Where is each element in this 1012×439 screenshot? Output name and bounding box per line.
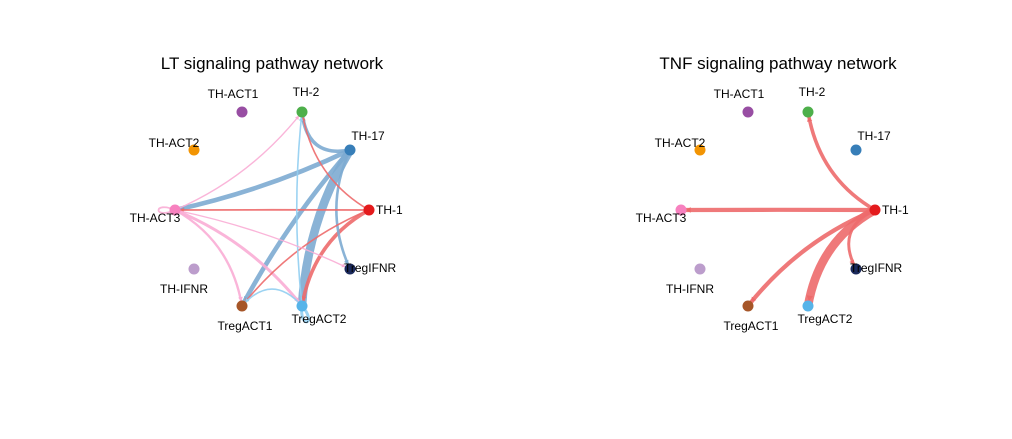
node-label-th-act2: TH-ACT2 bbox=[149, 136, 200, 150]
edge-arrowhead bbox=[341, 263, 346, 268]
edge-th-act3-to-tregifnr bbox=[174, 209, 351, 270]
node-label-th-act3: TH-ACT3 bbox=[636, 211, 687, 225]
node-th-ifnr bbox=[694, 263, 706, 275]
node-label-th-1: TH-1 bbox=[376, 203, 403, 217]
edge-th-17-to-th-act3 bbox=[172, 147, 353, 213]
edge-th-act3-to-tregact1 bbox=[173, 208, 244, 308]
edge-arrowhead bbox=[298, 116, 304, 121]
node-th-1 bbox=[363, 204, 375, 216]
edge-arrowhead bbox=[806, 116, 813, 122]
node-tregact2 bbox=[802, 300, 814, 312]
node-tregifnr bbox=[344, 263, 356, 275]
edge-tregact2-to-tregact2 bbox=[300, 304, 310, 324]
edge-arrowhead bbox=[849, 259, 854, 265]
node-label-th-act1: TH-ACT1 bbox=[714, 87, 765, 101]
panel-lt-network: LT signaling pathway network TH-ACT1 TH-2… bbox=[130, 54, 403, 333]
node-th-act3 bbox=[169, 204, 181, 216]
node-tregact1 bbox=[236, 300, 248, 312]
edge-arrowhead bbox=[300, 296, 307, 302]
edge-arrowhead bbox=[751, 296, 757, 303]
panel-title: LT signaling pathway network bbox=[161, 54, 384, 73]
edge-th-1-to-tregact1 bbox=[745, 207, 878, 309]
node-label-th-act3: TH-ACT3 bbox=[130, 211, 181, 225]
edge-arrowhead bbox=[806, 295, 813, 302]
node-label-th-ifnr: TH-IFNR bbox=[160, 282, 208, 296]
node-layer: TH-ACT1 TH-2 TH-ACT2 TH-17 TH-ACT3 TH-1 TregIF… bbox=[636, 85, 909, 333]
edge-th-act3-to-th-act3 bbox=[157, 206, 176, 214]
node-label-tregact1: TregACT1 bbox=[218, 319, 273, 333]
node-th-2 bbox=[296, 106, 308, 118]
node-th-act1 bbox=[742, 106, 754, 118]
node-layer: TH-ACT1 TH-2 TH-ACT2 TH-17 TH-ACT3 TH-1 TregIF… bbox=[130, 85, 403, 333]
edge-th-1-to-tregact1 bbox=[241, 209, 370, 307]
node-label-th-ifnr: TH-IFNR bbox=[666, 282, 714, 296]
node-tregifnr bbox=[850, 263, 862, 275]
node-th-1 bbox=[869, 204, 881, 216]
node-label-tregact2: TregACT2 bbox=[292, 312, 347, 326]
node-th-act2 bbox=[188, 144, 200, 156]
edge-th-1-to-th-2 bbox=[806, 110, 877, 212]
node-th-17 bbox=[344, 144, 356, 156]
node-label-th-17: TH-17 bbox=[857, 129, 891, 143]
node-th-act1 bbox=[236, 106, 248, 118]
edge-layer bbox=[678, 110, 880, 311]
edge-th-1-to-tregact2 bbox=[300, 208, 371, 308]
edge-th-act3-to-tregact2 bbox=[173, 208, 304, 308]
edge-arrowhead bbox=[685, 207, 691, 213]
node-label-tregifnr: TregIFNR bbox=[850, 261, 903, 275]
edge-layer bbox=[157, 110, 371, 324]
node-label-th-17: TH-17 bbox=[351, 129, 385, 143]
node-th-17 bbox=[850, 144, 862, 156]
node-label-th-1: TH-1 bbox=[882, 203, 909, 217]
node-tregact2 bbox=[296, 300, 308, 312]
node-label-th-2: TH-2 bbox=[293, 85, 320, 99]
edge-th-17-to-tregact1 bbox=[239, 147, 353, 309]
node-label-tregifnr: TregIFNR bbox=[344, 261, 397, 275]
node-th-2 bbox=[802, 106, 814, 118]
node-th-act3 bbox=[675, 204, 687, 216]
node-label-th-2: TH-2 bbox=[799, 85, 826, 99]
edge-tregact2-to-th-2 bbox=[295, 111, 303, 307]
edge-th-act3-to-th-2 bbox=[174, 111, 303, 211]
edge-arrowhead bbox=[238, 296, 243, 302]
edge-th-17-to-tregact2 bbox=[297, 145, 355, 311]
node-label-tregact1: TregACT1 bbox=[724, 319, 779, 333]
node-th-ifnr bbox=[188, 263, 200, 275]
node-label-th-act2: TH-ACT2 bbox=[655, 136, 706, 150]
edge-th-1-to-th-2 bbox=[301, 111, 370, 211]
node-tregact1 bbox=[742, 300, 754, 312]
panel-title: TNF signaling pathway network bbox=[659, 54, 897, 73]
edge-th-17-to-th-2 bbox=[300, 110, 352, 153]
node-label-tregact2: TregACT2 bbox=[798, 312, 853, 326]
edge-arrowhead bbox=[245, 298, 250, 303]
edge-arrowhead bbox=[295, 115, 299, 121]
node-th-act2 bbox=[694, 144, 706, 156]
edge-arrowhead bbox=[344, 259, 349, 265]
panel-tnf-network: TNF signaling pathway network TH-ACT1 TH-… bbox=[636, 54, 909, 333]
node-label-th-act1: TH-ACT1 bbox=[208, 87, 259, 101]
